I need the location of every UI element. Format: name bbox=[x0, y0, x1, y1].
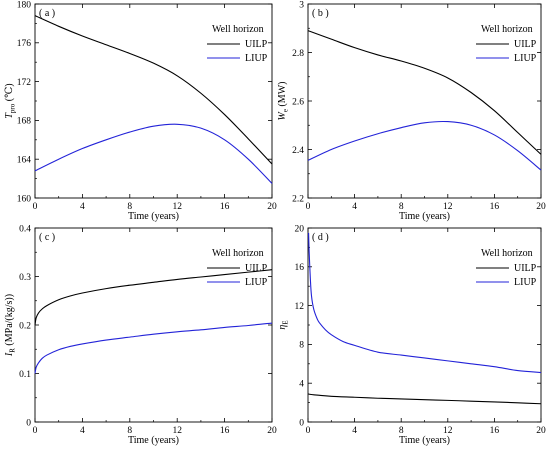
x-tick-label: 0 bbox=[33, 202, 38, 212]
x-tick-label: 4 bbox=[352, 426, 357, 436]
y-tick-label: 3 bbox=[299, 0, 304, 10]
y-tick-label: 164 bbox=[17, 156, 32, 166]
x-tick-label: 12 bbox=[172, 202, 182, 212]
panel-label: ( a ) bbox=[39, 8, 55, 19]
y-tick-label: 160 bbox=[17, 194, 32, 204]
y-tick-label: 180 bbox=[17, 0, 32, 10]
x-axis-label: Time (years) bbox=[128, 435, 179, 446]
legend-title: Well horizon bbox=[481, 248, 533, 259]
x-tick-label: 20 bbox=[267, 426, 277, 436]
panel-label: ( c ) bbox=[39, 232, 55, 243]
y-tick-label: 2.2 bbox=[292, 194, 304, 204]
y-tick-label: 168 bbox=[17, 117, 32, 127]
y-tick-label: 16 bbox=[295, 263, 305, 273]
y-axis-label: Tpro (℃) bbox=[4, 83, 17, 118]
x-tick-label: 8 bbox=[399, 426, 404, 436]
y-axis-label-subscript: R bbox=[9, 348, 17, 353]
y-tick-label: 2.8 bbox=[292, 49, 304, 59]
series-line-uilp bbox=[34, 15, 273, 165]
y-axis-label: We (MW) bbox=[277, 82, 290, 121]
series-line-uilp bbox=[34, 269, 273, 326]
y-axis-label-subscript: e bbox=[282, 109, 290, 112]
y-tick-label: 0.4 bbox=[19, 224, 31, 234]
x-tick-label: 12 bbox=[443, 426, 453, 436]
y-axis-label-unit: (MPa/(kg/s)) bbox=[4, 294, 15, 348]
y-tick-label: 176 bbox=[17, 39, 32, 49]
x-tick-label: 16 bbox=[220, 426, 230, 436]
y-tick-label: 2.4 bbox=[292, 146, 304, 156]
legend-label-uilp: UILP bbox=[245, 39, 268, 50]
legend-label-liup: LIUP bbox=[245, 277, 268, 288]
x-tick-label: 8 bbox=[399, 202, 404, 212]
legend-label-uilp: UILP bbox=[514, 39, 537, 50]
x-tick-label: 16 bbox=[220, 202, 230, 212]
x-tick-label: 0 bbox=[306, 202, 311, 212]
y-tick-label: 4 bbox=[299, 380, 304, 390]
panel-d: 0 4 8 12 16 20 0 4 8 12 16 20 Time (years) ηE ( d ) Wel… bbox=[277, 224, 546, 446]
panel-b: 0 4 8 12 16 20 2.2 2.4 2.6 2.8 3 Time (years) We (MW… bbox=[277, 0, 546, 222]
legend-title: Well horizon bbox=[212, 248, 264, 259]
y-axis-label-subscript: E bbox=[282, 320, 290, 324]
y-tick-label: 8 bbox=[299, 341, 304, 351]
y-axis-label-symbol: η bbox=[277, 325, 288, 330]
series-line-liup bbox=[34, 123, 273, 184]
series-line-liup bbox=[308, 232, 542, 374]
x-tick-label: 16 bbox=[490, 202, 500, 212]
legend-label-uilp: UILP bbox=[245, 263, 268, 274]
x-tick-label: 12 bbox=[443, 202, 453, 212]
x-tick-label: 8 bbox=[127, 202, 132, 212]
legend-title: Well horizon bbox=[481, 24, 533, 35]
x-tick-label: 0 bbox=[306, 426, 311, 436]
y-tick-label: 0.3 bbox=[19, 273, 31, 283]
series-line-uilp bbox=[307, 393, 542, 405]
x-axis-label: Time (years) bbox=[399, 435, 450, 446]
y-axis-label-subscript: pro bbox=[9, 103, 17, 113]
x-tick-label: 4 bbox=[80, 202, 85, 212]
x-tick-label: 12 bbox=[172, 426, 182, 436]
y-axis-label-symbol: W bbox=[277, 110, 288, 120]
y-tick-label: 172 bbox=[17, 78, 32, 88]
x-axis-label: Time (years) bbox=[399, 211, 450, 222]
y-axis-label-symbol: T bbox=[4, 112, 15, 119]
x-tick-label: 4 bbox=[352, 202, 357, 212]
y-tick-label: 0 bbox=[299, 418, 304, 428]
y-tick-label: 2.6 bbox=[292, 97, 304, 107]
series-line-uilp bbox=[307, 30, 542, 155]
x-tick-label: 20 bbox=[536, 426, 546, 436]
legend-label-liup: LIUP bbox=[245, 53, 268, 64]
x-tick-label: 20 bbox=[267, 202, 277, 212]
y-tick-label: 12 bbox=[295, 302, 305, 312]
x-tick-label: 20 bbox=[536, 202, 546, 212]
y-tick-label: 0.1 bbox=[19, 370, 31, 380]
series-line-liup bbox=[307, 120, 542, 171]
x-tick-label: 0 bbox=[33, 426, 38, 436]
legend-label-liup: LIUP bbox=[514, 53, 537, 64]
panel-a: 0 4 8 12 16 20 160 164 168 172 176 180 Time (years) T… bbox=[4, 0, 277, 222]
y-axis-label-symbol: I bbox=[4, 352, 15, 357]
panel-c: 0 4 8 12 16 20 0 0.1 0.2 0.3 0.4 Time (years) IR (MP… bbox=[4, 224, 277, 446]
x-tick-label: 16 bbox=[490, 426, 500, 436]
y-axis-label-unit: (MW) bbox=[277, 82, 288, 110]
x-tick-label: 8 bbox=[127, 426, 132, 436]
x-tick-label: 4 bbox=[80, 426, 85, 436]
panel-label: ( d ) bbox=[312, 232, 329, 243]
legend-title: Well horizon bbox=[212, 24, 264, 35]
x-axis-label: Time (years) bbox=[128, 211, 179, 222]
y-axis-label: ηE bbox=[277, 320, 290, 329]
y-tick-label: 20 bbox=[295, 224, 305, 234]
y-axis-label: IR (MPa/(kg/s)) bbox=[4, 294, 17, 357]
y-axis-label-unit: (℃) bbox=[4, 83, 15, 103]
legend-label-liup: LIUP bbox=[514, 277, 537, 288]
y-tick-label: 0.2 bbox=[19, 321, 31, 331]
series-line-liup bbox=[34, 322, 273, 374]
panel-label: ( b ) bbox=[312, 8, 329, 19]
y-tick-label: 0 bbox=[26, 418, 31, 428]
legend-label-uilp: UILP bbox=[514, 263, 537, 274]
